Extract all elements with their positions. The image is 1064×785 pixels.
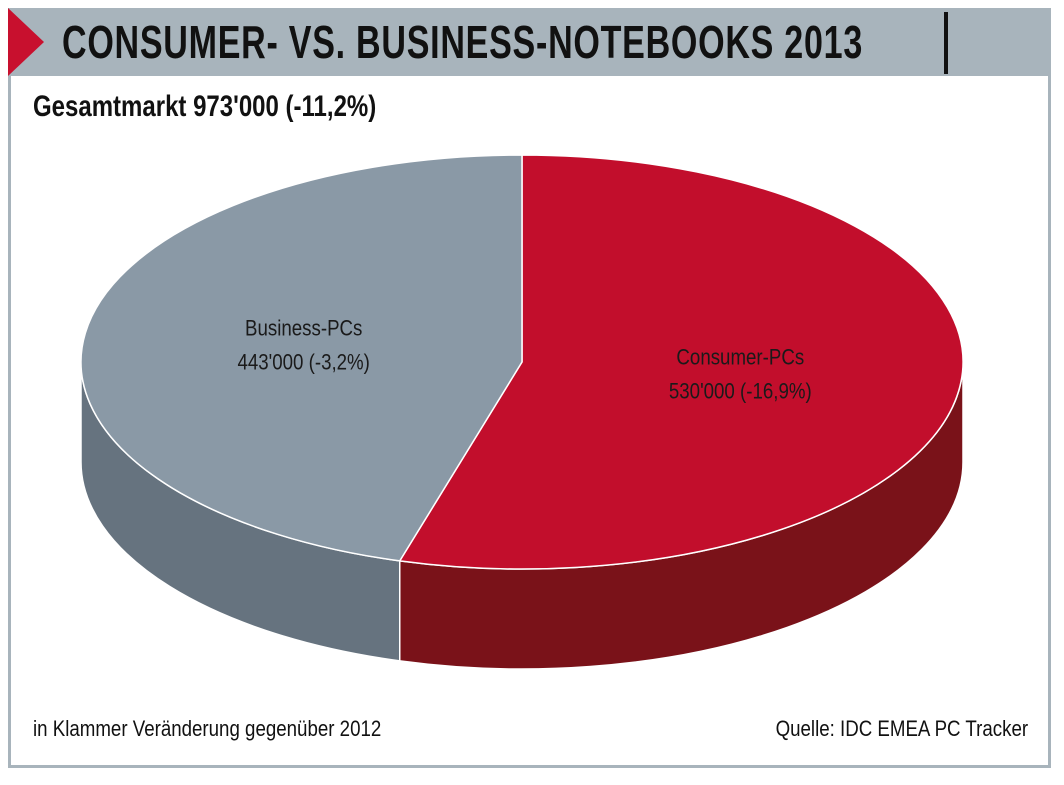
slice-consumer-pcs <box>398 154 964 570</box>
slice-value-consumer-pcs: 530'000 (-16,9%) <box>669 380 812 404</box>
footnote-source: Quelle: IDC EMEA PC Tracker <box>775 716 1028 741</box>
title-divider <box>944 12 948 74</box>
red-arrow-icon <box>8 8 44 76</box>
title-band <box>8 8 1051 76</box>
chart-subtitle: Gesamtmarkt 973'000 (-11,2%) <box>33 90 377 123</box>
slice-business-pcs <box>80 154 523 562</box>
slice-label-business-pcs: Business-PCs <box>245 317 362 341</box>
chart-title: CONSUMER- VS. BUSINESS-NOTEBOOKS 2013 <box>62 16 863 68</box>
footnote-note: in Klammer Veränderung gegenüber 2012 <box>33 716 382 741</box>
slice-label-consumer-pcs: Consumer-PCs <box>676 346 804 370</box>
slice-value-business-pcs: 443'000 (-3,2%) <box>237 351 369 375</box>
